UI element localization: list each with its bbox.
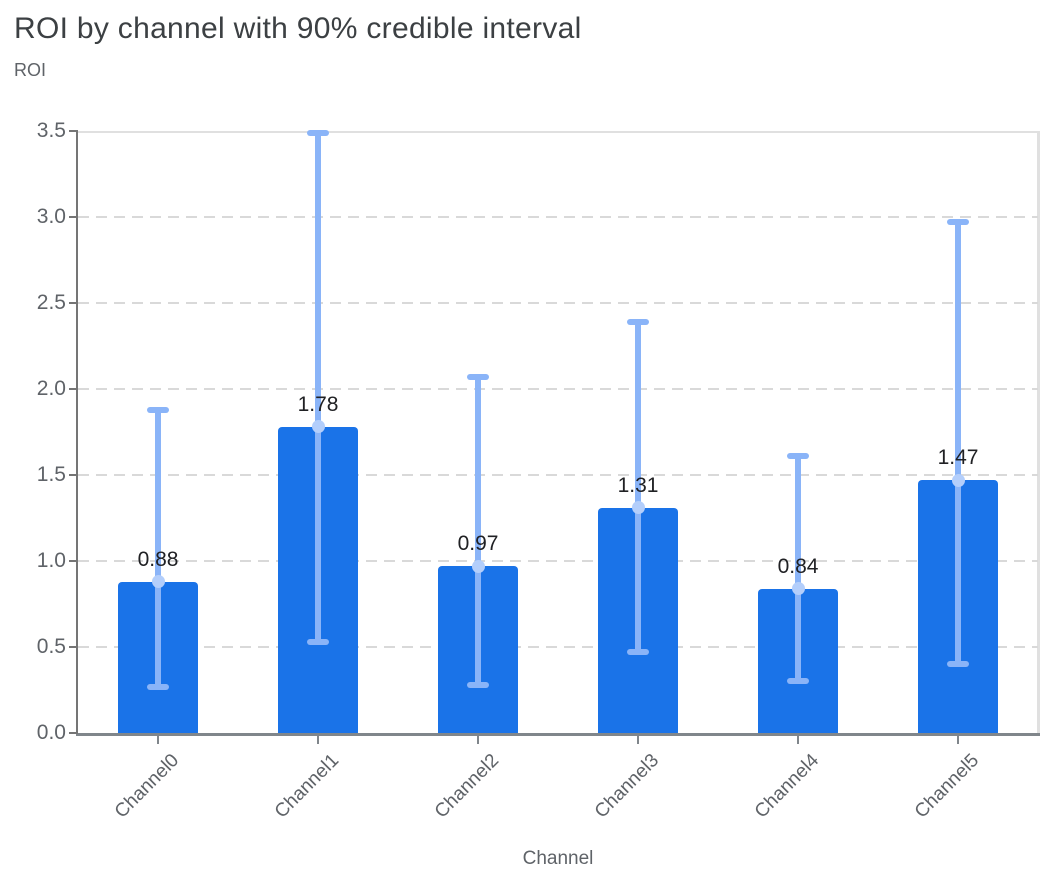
x-tick-mark bbox=[637, 736, 639, 744]
error-bar-cap-bottom bbox=[627, 649, 649, 656]
gridline bbox=[78, 216, 1038, 218]
error-bar-cap-bottom bbox=[467, 681, 489, 688]
y-tick-label: 2.0 bbox=[36, 377, 66, 400]
error-bar-cap-top bbox=[147, 406, 169, 413]
plot-border-top bbox=[78, 131, 1038, 133]
error-bar-marker bbox=[151, 575, 165, 589]
y-tick-mark bbox=[69, 474, 78, 476]
error-bar bbox=[635, 321, 641, 653]
x-tick-label: Channel0 bbox=[110, 750, 183, 823]
x-tick-mark bbox=[957, 736, 959, 744]
bar-value-label: 1.78 bbox=[297, 392, 339, 416]
error-bar-marker bbox=[311, 420, 325, 434]
gridline bbox=[78, 646, 1038, 648]
error-bar-marker bbox=[951, 473, 965, 487]
y-tick-mark bbox=[69, 216, 78, 218]
bar-value-label: 1.31 bbox=[617, 473, 659, 497]
error-bar-cap-bottom bbox=[307, 638, 329, 645]
x-tick-label: Channel1 bbox=[270, 750, 343, 823]
x-axis-line bbox=[76, 733, 1040, 736]
x-tick-label: Channel4 bbox=[750, 750, 823, 823]
error-bar bbox=[795, 456, 801, 682]
y-tick-mark bbox=[69, 130, 78, 132]
y-tick-label: 0.5 bbox=[36, 635, 66, 658]
bar-value-label: 0.84 bbox=[777, 554, 819, 578]
error-bar-cap-bottom bbox=[947, 661, 969, 668]
y-tick-mark bbox=[69, 388, 78, 390]
x-tick-mark bbox=[797, 736, 799, 744]
y-tick-mark bbox=[69, 302, 78, 304]
y-tick-label: 1.0 bbox=[36, 549, 66, 572]
error-bar bbox=[155, 409, 161, 687]
bar-value-label: 0.88 bbox=[137, 547, 179, 571]
chart-title: ROI by channel with 90% credible interva… bbox=[14, 12, 582, 45]
x-tick-label: Channel3 bbox=[590, 750, 663, 823]
error-bar-cap-top bbox=[467, 373, 489, 380]
y-tick-mark bbox=[69, 560, 78, 562]
x-tick-mark bbox=[317, 736, 319, 744]
error-bar bbox=[955, 222, 961, 665]
gridline bbox=[78, 474, 1038, 476]
x-tick-label: Channel5 bbox=[910, 750, 983, 823]
y-tick-label: 3.0 bbox=[36, 205, 66, 228]
error-bar bbox=[475, 376, 481, 685]
gridline bbox=[78, 560, 1038, 562]
y-axis-line bbox=[76, 131, 78, 733]
y-tick-label: 0.0 bbox=[36, 721, 66, 744]
gridline bbox=[78, 302, 1038, 304]
error-bar-marker bbox=[471, 559, 485, 573]
x-tick-label: Channel2 bbox=[430, 750, 503, 823]
y-tick-label: 2.5 bbox=[36, 291, 66, 314]
gridline bbox=[78, 388, 1038, 390]
y-tick-mark bbox=[69, 646, 78, 648]
error-bar-cap-top bbox=[307, 129, 329, 136]
plot-area: 0.88 1.78 0.97 1.31 0.84 1.47 bbox=[78, 129, 1038, 733]
y-tick-mark bbox=[69, 732, 78, 734]
x-axis-title: Channel bbox=[522, 848, 594, 869]
error-bar bbox=[315, 132, 321, 642]
error-bar-cap-bottom bbox=[147, 683, 169, 690]
error-bar-cap-top bbox=[627, 318, 649, 325]
error-bar-marker bbox=[631, 501, 645, 515]
y-tick-label: 1.5 bbox=[36, 463, 66, 486]
error-bar-cap-bottom bbox=[787, 678, 809, 685]
y-axis-unit-label: ROI bbox=[14, 60, 47, 80]
error-bar-marker bbox=[791, 582, 805, 596]
bar-value-label: 1.47 bbox=[937, 446, 979, 470]
plot-border-right bbox=[1037, 131, 1040, 733]
y-tick-label: 3.5 bbox=[36, 119, 66, 142]
error-bar-cap-top bbox=[947, 219, 969, 226]
error-bar-cap-top bbox=[787, 453, 809, 460]
x-tick-mark bbox=[157, 736, 159, 744]
x-tick-mark bbox=[477, 736, 479, 744]
bar-value-label: 0.97 bbox=[457, 532, 499, 556]
